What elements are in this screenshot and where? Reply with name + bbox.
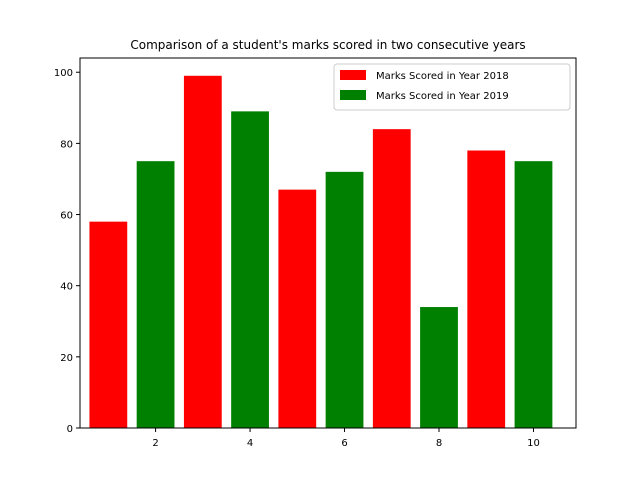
y-tick-label: 60 xyxy=(60,211,73,222)
bar-series-2-x-10 xyxy=(514,161,553,428)
legend-box xyxy=(333,63,571,111)
bar-series-1-x-3 xyxy=(183,75,222,429)
y-tick-label: 0 xyxy=(67,424,73,435)
bar-series-2-x-2 xyxy=(136,161,175,428)
chart-title: Comparison of a student's marks scored i… xyxy=(130,38,525,52)
bar-series-2-x-8 xyxy=(420,307,458,428)
plot-frame xyxy=(79,57,577,429)
y-tick-label: 100 xyxy=(54,68,73,79)
bar-series-1-x-9 xyxy=(467,150,506,428)
x-axis: 2 4 6 8 10 xyxy=(152,428,540,449)
bars-group xyxy=(89,75,553,429)
bar-series-2-x-6 xyxy=(325,171,364,428)
y-tick-label: 20 xyxy=(60,353,73,364)
legend: Marks Scored in Year 2018 Marks Scored in… xyxy=(333,63,571,111)
bar-series-2-x-4 xyxy=(231,111,269,428)
x-tick-label: 6 xyxy=(341,438,347,449)
legend-swatch-series-1 xyxy=(340,70,366,80)
x-tick-label: 4 xyxy=(247,438,253,449)
legend-swatch-series-2 xyxy=(340,90,366,100)
y-axis: 0 20 40 60 80 100 xyxy=(54,68,80,435)
y-tick-label: 80 xyxy=(60,139,73,150)
legend-label-series-1: Marks Scored in Year 2018 xyxy=(376,71,509,82)
bar-series-1-x-7 xyxy=(372,129,411,428)
bar-series-1-x-1 xyxy=(89,221,128,428)
x-tick-label: 8 xyxy=(436,438,442,449)
bar-series-1-x-5 xyxy=(278,189,317,428)
x-tick-label: 2 xyxy=(152,438,158,449)
x-tick-label: 10 xyxy=(527,438,540,449)
legend-label-series-2: Marks Scored in Year 2019 xyxy=(376,91,509,102)
y-tick-label: 40 xyxy=(60,282,73,293)
